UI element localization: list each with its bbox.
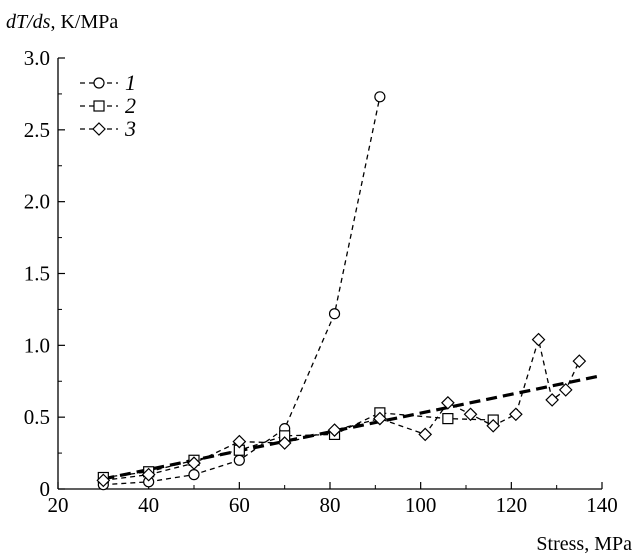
series-3-point [486,418,501,433]
series-1-point [374,91,386,103]
x-tick-label: 120 [496,493,528,517]
legend-label: 2 [125,93,136,118]
series-3-point [545,393,559,407]
y-tick-label: 0 [40,477,51,501]
series-1-point [233,454,245,466]
legend-entry-3: 3 [80,116,136,141]
y-axis-label-unit: , K/MPa [50,11,118,33]
series-3-point [373,411,387,426]
y-tick-label: 2.5 [24,118,50,142]
series-3-point [96,473,111,488]
series-3-point [531,332,546,347]
y-tick-label: 3.0 [24,46,50,70]
y-tick-label: 2.0 [24,190,50,214]
x-tick-label: 40 [138,493,159,517]
series-3-point [463,407,478,422]
series-3-point [187,456,201,470]
series-3 [96,332,587,488]
legend-label: 3 [124,116,136,141]
series-3-point [418,427,433,442]
series-2-point [442,413,454,425]
x-tick-label: 100 [405,493,437,517]
series-1-line [103,96,381,486]
series-1-point [328,308,341,320]
series-3-point [141,467,156,482]
x-tick-label: 80 [320,493,341,517]
series-1-point [188,469,200,481]
legend-entry-2: 2 [80,93,136,118]
x-axis-label: Stress, MPa [536,533,632,555]
x-tick-label: 140 [586,493,618,517]
series-3-point [277,436,292,450]
series-3-point [558,383,573,397]
x-tick-label: 20 [48,493,69,517]
series-group [96,91,587,491]
y-tick-label: 0.5 [24,405,50,429]
series-3-line [103,337,580,482]
axes [57,58,602,490]
legend-marker [93,77,105,89]
y-axis-label-symbol: dT/ds [6,11,51,33]
x-tick-label: 60 [229,493,250,517]
legend: 123 [80,70,136,141]
series-3-point [509,407,523,422]
series-3-point [327,423,342,437]
trend-line-group [103,373,603,481]
ticks: 20 40 60 80 100 120 140 0 0.5 1.0 1.5 2.0 2.5 3.0 [24,46,618,517]
series-1 [97,91,386,491]
y-axis-label: dT/ds, K/MPa [6,11,118,33]
y-tick-label: 1.0 [24,333,50,357]
legend-label: 1 [125,70,136,95]
trend-line [103,373,603,481]
series-3-point [441,395,455,410]
series-2 [97,407,499,484]
legend-entry-1: 1 [80,70,136,95]
y-tick-label: 1.5 [24,262,50,286]
legend-marker [93,100,105,112]
series-3-point [572,354,587,368]
legend-marker [92,122,106,136]
series-3-point [232,434,247,449]
